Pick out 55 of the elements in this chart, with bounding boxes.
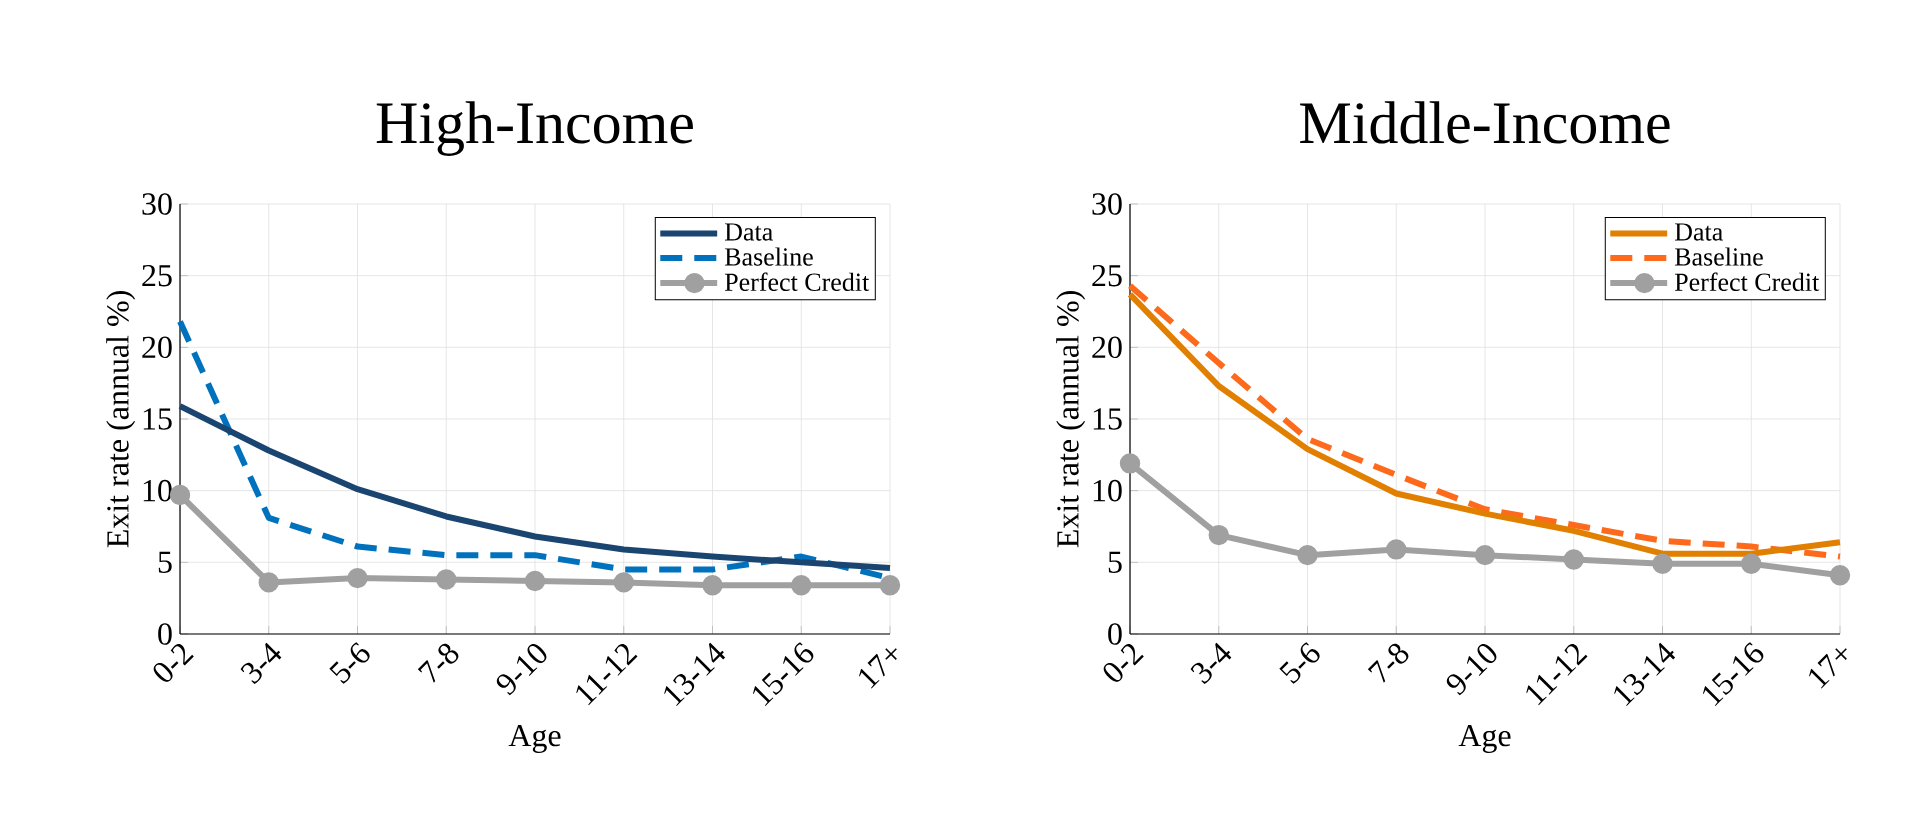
y-tick-label: 10 <box>1093 479 1122 502</box>
legend-label: Perfect Credit <box>724 272 870 292</box>
x-tick-label: 7-8 <box>417 643 459 683</box>
point <box>258 572 279 593</box>
x-tick-label: 9-10 <box>496 644 547 696</box>
x-tick-label: 17+ <box>1809 648 1847 689</box>
x-tick-label: 7-8 <box>1367 643 1409 683</box>
point <box>436 569 457 590</box>
y-tick-label: 25 <box>1092 264 1122 287</box>
point <box>702 575 723 596</box>
point <box>791 575 812 596</box>
point <box>1208 524 1229 546</box>
point <box>1563 549 1584 570</box>
y-tick-label: 30 <box>142 193 172 215</box>
legend-label: Perfect Credit <box>1674 272 1820 292</box>
x-tick-label: 3-4 <box>240 642 282 684</box>
y-tick-label: 15 <box>143 408 172 430</box>
y-tick-label: 20 <box>1092 336 1122 359</box>
legend-label: Baseline <box>1674 247 1763 266</box>
legend-label: Baseline <box>724 247 813 266</box>
point <box>524 570 546 592</box>
y-tick-label: 5 <box>158 551 172 573</box>
y-tick-label: 20 <box>142 336 172 359</box>
y-tick-label: 5 <box>1108 551 1122 573</box>
chart-title: Middle-Income <box>1300 101 1670 144</box>
y-tick-label: 10 <box>143 479 172 502</box>
y-axis-title: Exit rate (annual %) <box>106 291 136 548</box>
x-axis-title: Age <box>508 724 561 753</box>
point <box>1474 544 1496 566</box>
y-tick-label: 0 <box>158 623 172 645</box>
point <box>347 567 368 589</box>
x-tick-label: 0-2 <box>153 644 194 682</box>
point <box>879 575 901 596</box>
x-tick-label: 5-6 <box>329 642 370 684</box>
point <box>1297 544 1318 566</box>
y-tick-label: 15 <box>1093 408 1122 430</box>
x-axis-title: Age <box>1458 724 1511 753</box>
point <box>1741 553 1762 574</box>
legend-label: Data <box>1674 223 1723 241</box>
point <box>1652 553 1673 574</box>
x-tick-label: 17+ <box>859 648 897 689</box>
y-tick-label: 0 <box>1108 623 1122 645</box>
y-tick-label: 30 <box>1092 193 1122 215</box>
chart-title: High-Income <box>376 101 693 156</box>
point <box>1829 565 1851 586</box>
x-tick-label: 5-6 <box>1279 642 1320 684</box>
point <box>1386 539 1407 560</box>
x-tick-label: 3-4 <box>1190 642 1232 684</box>
x-tick-label: 0-2 <box>1103 644 1144 682</box>
point <box>613 572 634 593</box>
y-axis-title: Exit rate (annual %) <box>1056 291 1086 548</box>
point <box>1119 453 1141 474</box>
x-tick-label: 9-10 <box>1446 644 1497 696</box>
legend-label: Data <box>724 223 773 241</box>
y-tick-label: 25 <box>142 264 172 287</box>
